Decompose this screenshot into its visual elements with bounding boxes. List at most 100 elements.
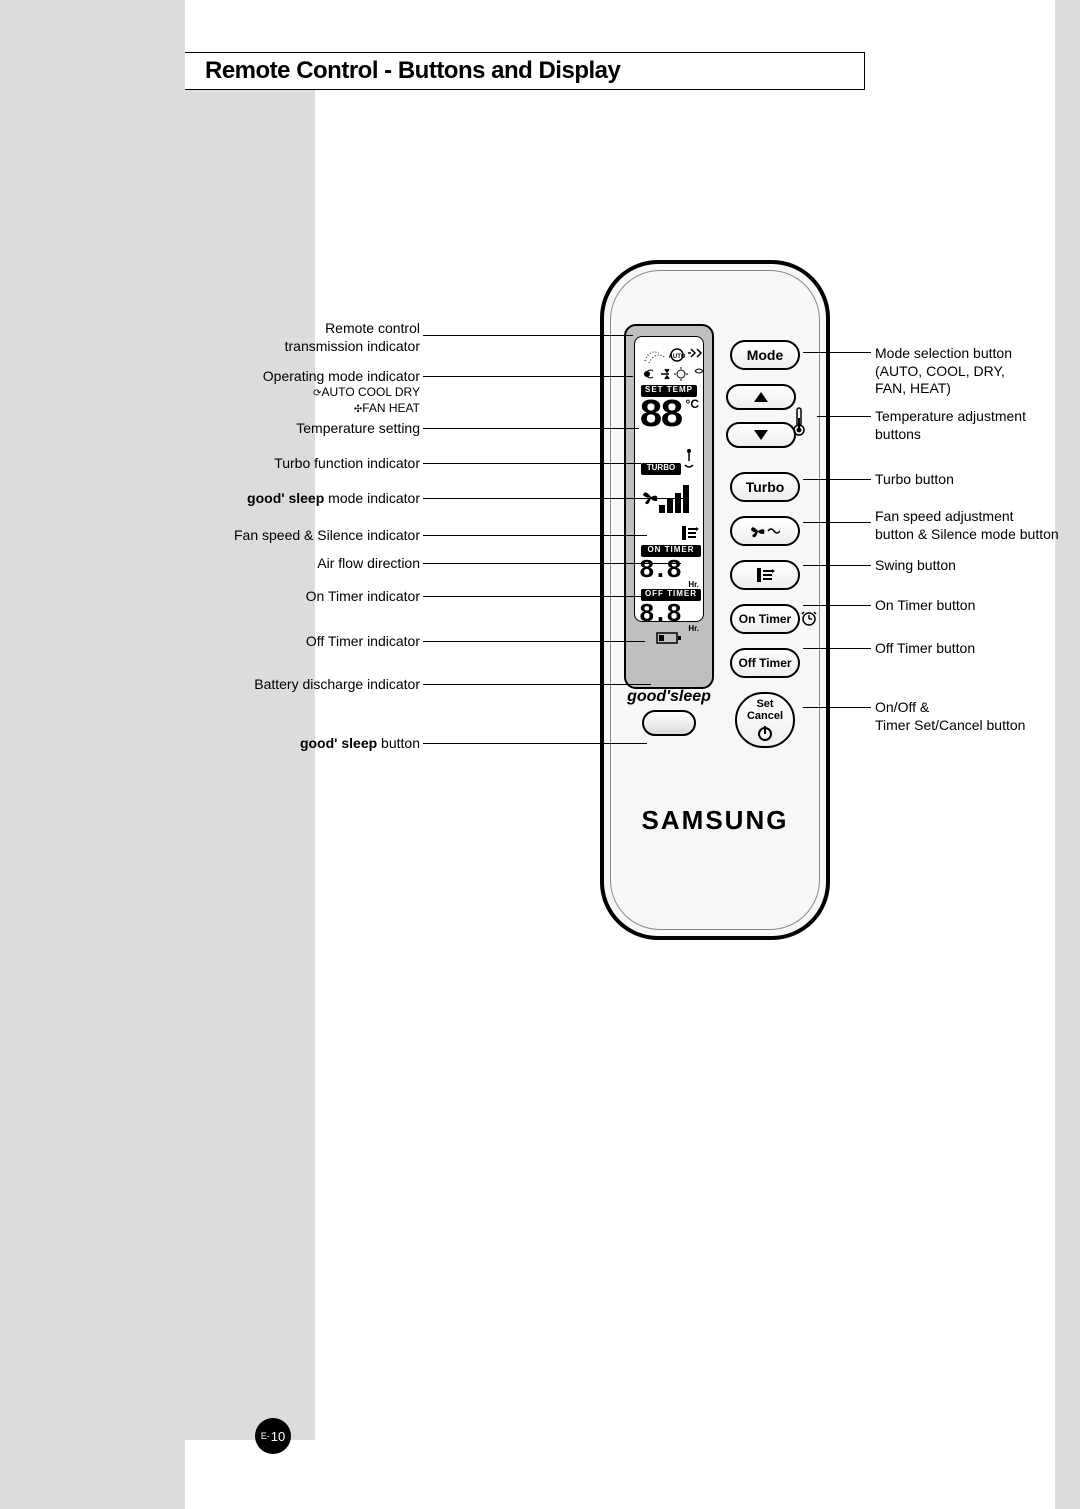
callout-text: Fan speed & Silence indicator [234,527,420,543]
page-prefix: E- [261,1431,270,1441]
page-title: Remote Control - Buttons and Display [205,57,620,85]
title-box: Remote Control - Buttons and Display [185,52,865,90]
fan-speed-button[interactable] [730,516,800,546]
callout-text: button [377,735,420,751]
callout-text: FAN, HEAT) [875,380,951,396]
airflow-direction-icon [679,523,699,543]
off-timer-button-label: Off Timer [738,656,791,670]
callout-turbo-btn: Turbo button [875,471,1075,489]
callout-text-bold: good' sleep [247,490,324,506]
page: Remote Control - Buttons and Display AUT… [185,0,1055,1509]
callout-offtimer-ind: Off Timer indicator [215,633,420,651]
fan-icon [750,522,780,540]
callout-line [803,479,871,480]
callout-text: Timer Set/Cancel button [875,717,1025,733]
battery-indicator-icon [656,631,682,645]
callout-text: Swing button [875,557,956,573]
callout-temp-btn: Temperature adjustment buttons [875,408,1075,443]
callout-line [423,498,683,499]
callout-text: On Timer indicator [306,588,420,604]
callout-line [423,563,681,564]
turbo-button-label: Turbo [746,479,785,495]
callout-line [423,641,645,642]
callout-text: Turbo function indicator [274,455,420,471]
power-icon [756,724,774,742]
temp-down-button[interactable] [726,422,796,448]
callout-battery: Battery discharge indicator [215,676,420,694]
callout-text: FAN HEAT [362,401,420,415]
callout-swing-btn: Swing button [875,557,1075,575]
callout-opmode: Operating mode indicator [215,368,420,386]
callout-text: Operating mode indicator [263,368,420,384]
temp-up-button[interactable] [726,384,796,410]
callout-fan-btn: Fan speed adjustment button & Silence mo… [875,508,1080,543]
button-column: Mode Turbo On Timer [726,340,804,762]
callout-text: Air flow direction [317,555,420,571]
triangle-down-icon [754,430,768,440]
set-cancel-power-button[interactable]: Set Cancel [735,692,795,748]
callout-modes: ⟳AUTO COOL DRY ✣FAN HEAT [215,385,420,416]
callout-line [423,428,639,429]
callout-goodsleep-ind: good' sleep mode indicator [215,490,420,508]
callout-text: transmission indicator [285,338,420,354]
callout-transmission: Remote control transmission indicator [215,320,420,355]
callout-line [423,376,633,377]
callout-line [423,463,641,464]
svg-text:AUTO: AUTO [669,354,686,360]
goodsleep-button[interactable] [642,710,696,736]
off-timer-hr: Hr. [688,624,699,633]
callout-line [423,743,647,744]
callout-line [803,565,871,566]
callout-text: mode indicator [324,490,420,506]
callout-text: (AUTO, COOL, DRY, [875,363,1005,379]
callout-line [817,416,871,417]
page-number: 10 [271,1429,285,1444]
fan-bars-icon [659,485,699,513]
clock-icon [800,609,818,627]
callout-line [803,648,871,649]
temp-unit: °C [686,397,699,411]
on-timer-button[interactable]: On Timer [730,604,800,634]
callout-line [423,335,633,336]
callout-text: Turbo button [875,471,954,487]
on-timer-digits: 8.8 [639,555,680,585]
swing-button[interactable] [730,560,800,590]
set-label: Set [756,698,773,710]
callout-power-btn: On/Off & Timer Set/Cancel button [875,699,1075,734]
on-timer-display: 8.8 Hr. [639,557,699,589]
callout-text: AUTO COOL DRY [322,385,420,399]
callout-text: Fan speed adjustment [875,508,1014,524]
callout-offtimer-btn: Off Timer button [875,640,1075,658]
off-timer-display: 8.8 Hr. [639,601,699,633]
callout-text: Temperature adjustment [875,408,1026,424]
page-number-badge: E-10 [255,1418,291,1454]
callout-text: Remote control [325,320,420,336]
on-timer-hr: Hr. [688,580,699,589]
swing-icon [755,566,775,584]
callout-mode-btn: Mode selection button (AUTO, COOL, DRY, … [875,345,1075,398]
cancel-label: Cancel [747,710,783,722]
fan-speed-indicator [639,485,699,521]
callout-line [803,352,871,353]
callout-text: Off Timer indicator [306,633,420,649]
remote-control: AUTO SET TEMP [600,260,830,940]
callout-text: On Timer button [875,597,975,613]
mode-button-label: Mode [747,347,784,363]
triangle-up-icon [754,392,768,402]
callout-line [803,707,871,708]
callout-airflow: Air flow direction [215,555,420,573]
turbo-button[interactable]: Turbo [730,472,800,502]
callout-ontimer-ind: On Timer indicator [215,588,420,606]
turbo-label: TURBO [641,463,681,475]
transmission-indicator-icon: AUTO [639,343,699,363]
off-timer-digits: 8.8 [639,599,680,629]
callout-text: On/Off & [875,699,929,715]
mode-button[interactable]: Mode [730,340,800,370]
temperature-display: 88 °C [639,397,699,439]
callout-turbo-ind: Turbo function indicator [215,455,420,473]
off-timer-button[interactable]: Off Timer [730,648,800,678]
brand-logo: SAMSUNG [604,805,826,836]
callout-text-bold: good' sleep [300,735,377,751]
left-gray-column [185,90,315,1440]
callout-goodsleep-btn: good' sleep button [215,735,420,753]
